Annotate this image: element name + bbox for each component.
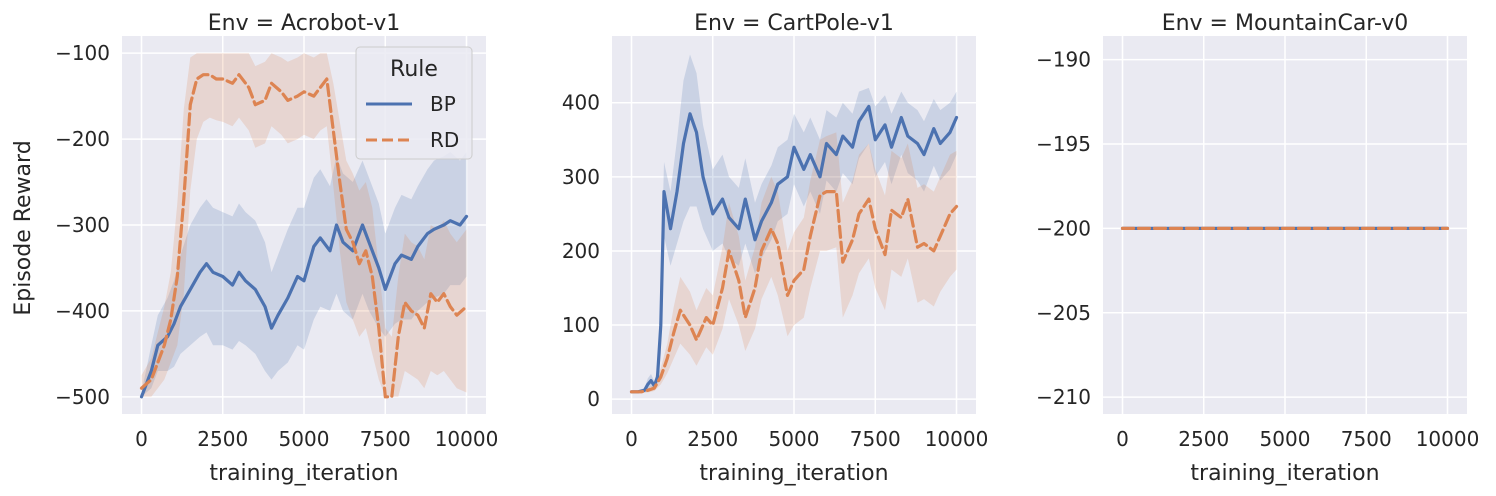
y-tick-label: −100 xyxy=(55,41,110,65)
panel-title-acrobot: Env = Acrobot-v1 xyxy=(208,11,400,36)
x-tick-label: 5000 xyxy=(1260,427,1311,451)
y-tick-label: −205 xyxy=(1036,301,1091,325)
x-tick-label: 0 xyxy=(1116,427,1129,451)
grid-mountaincar xyxy=(1103,36,1467,414)
panel-acrobot: Env = Acrobot-v1 training_iteration Rule… xyxy=(122,11,486,486)
y-tick-label: 200 xyxy=(562,239,600,263)
confidence-band-rd xyxy=(631,132,957,394)
y-tick-label: −195 xyxy=(1036,132,1091,156)
y-tick-label: −500 xyxy=(55,385,110,409)
x-tick-label: 5000 xyxy=(279,427,330,451)
lines-acrobot xyxy=(139,73,469,399)
x-tick-label: 0 xyxy=(625,427,638,451)
x-axis-label-cartpole: training_iteration xyxy=(699,461,888,486)
panel-title-mountaincar: Env = MountainCar-v0 xyxy=(1162,11,1409,36)
x-axis-label-acrobot: training_iteration xyxy=(209,461,398,486)
x-tick-label: 7500 xyxy=(360,427,411,451)
legend-title: Rule xyxy=(390,57,438,82)
legend-label-rd: RD xyxy=(430,128,459,152)
y-tick-label: 300 xyxy=(562,165,600,189)
y-tick-label: 100 xyxy=(562,313,600,337)
legend-label-bp: BP xyxy=(430,92,456,116)
bands-acrobot xyxy=(141,53,467,397)
y-tick-label: −200 xyxy=(55,127,110,151)
y-tick-label: −190 xyxy=(1036,48,1091,72)
confidence-band-rd xyxy=(141,53,467,397)
panel-mountaincar: Env = MountainCar-v0 training_iteration xyxy=(1103,11,1467,486)
x-tick-label: 7500 xyxy=(1341,427,1392,451)
grid-cartpole xyxy=(612,36,976,414)
x-tick-label: 10000 xyxy=(435,427,499,451)
y-tick-label: 400 xyxy=(562,91,600,115)
x-tick-label: 2500 xyxy=(1178,427,1229,451)
x-tick-label: 10000 xyxy=(925,427,989,451)
x-tick-label: 10000 xyxy=(1416,427,1480,451)
x-axis-label-mountaincar: training_iteration xyxy=(1190,461,1379,486)
y-tick-label: −210 xyxy=(1036,385,1091,409)
confidence-band-bp xyxy=(141,152,467,397)
series-line-rd xyxy=(139,73,469,399)
y-tick-label: −400 xyxy=(55,299,110,323)
legend-box xyxy=(355,46,473,160)
series-line-bp xyxy=(629,104,959,394)
series-line-rd xyxy=(629,190,959,394)
x-tick-label: 2500 xyxy=(687,427,738,451)
lines-cartpole xyxy=(629,104,959,394)
panel-title-cartpole: Env = CartPole-v1 xyxy=(694,11,894,36)
series-line-bp xyxy=(139,214,469,399)
x-tick-label: 2500 xyxy=(197,427,248,451)
x-tick-label: 7500 xyxy=(850,427,901,451)
x-tick-label: 5000 xyxy=(769,427,820,451)
x-tick-label: 0 xyxy=(135,427,148,451)
y-tick-label: 0 xyxy=(587,387,600,411)
panel-cartpole: Env = CartPole-v1 training_iteration xyxy=(612,11,976,486)
y-tick-label: −200 xyxy=(1036,216,1091,240)
y-tick-label: −300 xyxy=(55,213,110,237)
legend: Rule BP RD xyxy=(355,46,473,160)
y-axis-label: Episode Reward xyxy=(11,140,36,315)
